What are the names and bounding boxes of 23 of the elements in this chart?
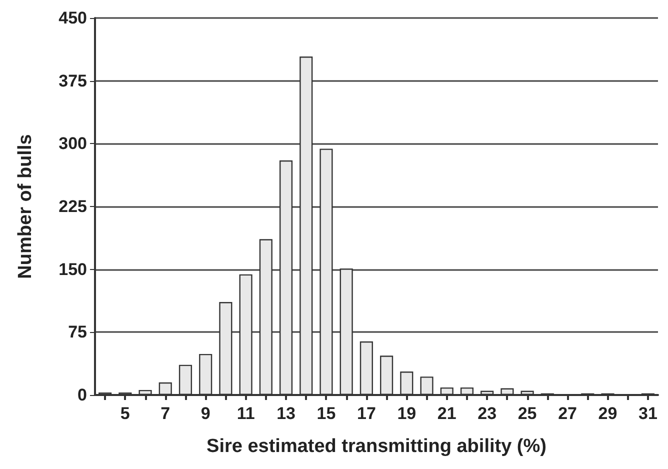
x-tick-label: 13: [276, 404, 296, 423]
x-tick-label: 11: [236, 404, 255, 423]
y-tick-label: 0: [78, 386, 87, 404]
y-tick-label: 75: [68, 322, 87, 342]
x-tick-label: 19: [397, 404, 416, 423]
x-tick-label: 21: [437, 404, 456, 423]
x-tick-label: 15: [316, 404, 336, 423]
x-axis-title: Sire estimated transmitting ability (%): [206, 436, 546, 457]
x-tick-label: 27: [558, 404, 577, 423]
y-tick-label: 375: [58, 71, 87, 90]
y-tick-label: 150: [58, 260, 87, 279]
x-tick-label: 25: [518, 404, 537, 423]
y-tick-label: 300: [58, 134, 87, 154]
x-tick-label: 17: [356, 404, 376, 423]
x-tick-label: 29: [598, 404, 618, 423]
y-tick-label: 450: [58, 8, 87, 28]
x-tick-label: 5: [120, 404, 130, 423]
y-axis-title: Number of bulls: [15, 134, 36, 279]
x-tick-label: 7: [160, 404, 170, 423]
x-tick-label: 31: [638, 404, 658, 423]
x-tick-label: 9: [200, 404, 210, 423]
y-tick-label: 225: [58, 197, 87, 216]
x-tick-label: 23: [478, 404, 497, 423]
